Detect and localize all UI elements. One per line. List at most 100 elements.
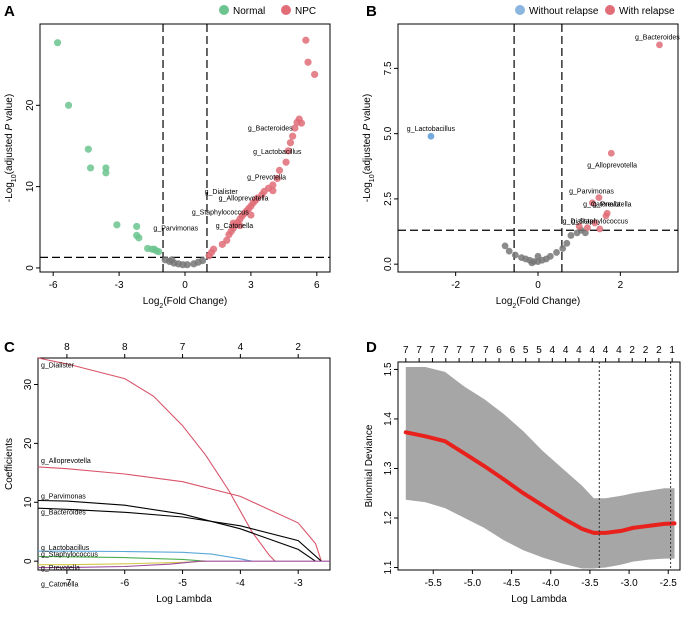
panel-c-ytick-label: 10 bbox=[23, 496, 34, 508]
panel-c: Cg_Dialister g_Alloprevotella g_Parvimonas… bbox=[4, 339, 331, 605]
panel-a-point bbox=[133, 222, 141, 231]
panel-a-point bbox=[282, 158, 290, 166]
panel-a-point bbox=[291, 124, 299, 132]
panel-d-top-tick-label: 4 bbox=[603, 345, 609, 356]
panel-b-gene-label: g_Dialister bbox=[563, 219, 597, 226]
panel-c-path-g-staphylococcus bbox=[37, 555, 206, 562]
panel-c-frame bbox=[37, 357, 331, 571]
panel-d-top-tick-label: 4 bbox=[616, 345, 622, 356]
panel-d-cv-curve bbox=[403, 430, 677, 535]
panel-d-top-tick-label: 5 bbox=[536, 345, 542, 356]
panel-a-legend-marker bbox=[219, 5, 229, 15]
panel-b-gene-label: g_Alloprevotella bbox=[587, 163, 637, 170]
panel-b-ytick-label: 2.5 bbox=[383, 192, 394, 206]
panel-d-ci-band bbox=[405, 367, 675, 569]
panel-d-xtick-label: -3.0 bbox=[620, 578, 638, 589]
panel-a-point bbox=[84, 145, 92, 153]
panel-a-xtick-label: 3 bbox=[248, 280, 254, 291]
panel-a-gene-label: g_Prevotella bbox=[247, 174, 286, 181]
panel-a-y-title: -Log10(adjusted P value) bbox=[4, 94, 18, 202]
panel-d-top-tick-label: 7 bbox=[430, 345, 436, 356]
panel-a-point bbox=[289, 132, 297, 140]
panel-b-gene-label: g_Staphylococcus bbox=[571, 219, 628, 226]
panel-c-path-g-dialister bbox=[37, 357, 276, 562]
panel-b-point bbox=[553, 249, 560, 256]
panel-b-point bbox=[511, 251, 519, 259]
panel-a-point bbox=[168, 256, 176, 264]
panel-a-gene-label: g_Parvimonas bbox=[153, 226, 198, 233]
panel-b-xtick-label: 2 bbox=[618, 280, 624, 291]
panel-b-point bbox=[656, 41, 663, 49]
panel-b-gene-label: g_Catonella bbox=[583, 202, 620, 209]
panel-a-gene-label: g_Dialister bbox=[205, 189, 239, 196]
panel-a-legend-label: NPC bbox=[295, 6, 316, 17]
panel-d-xtick-label: -5.5 bbox=[425, 578, 443, 589]
panel-d-top-tick-label: 4 bbox=[563, 345, 569, 356]
panel-d-ytick-label: 1.4 bbox=[383, 412, 394, 426]
panel-a-point bbox=[275, 166, 284, 174]
panel-d: D -5.5 -5.0 -4.5 -4.0 -3.5 -3.0 -2.5 1.1 1.2 1.3 1.… bbox=[364, 339, 681, 605]
panel-d-top-tick-label: 4 bbox=[550, 345, 556, 356]
panel-a-point bbox=[286, 139, 295, 147]
panel-d-top-tick-label: 7 bbox=[470, 345, 476, 356]
panel-b-letter: B bbox=[366, 3, 377, 20]
panel-c-ytick-label: 0 bbox=[23, 558, 34, 564]
panel-c-top-tick-label: 4 bbox=[238, 342, 244, 353]
panel-c-top-tick-label: 7 bbox=[180, 342, 186, 353]
panel-b-gene-label: g_Lactobacillus bbox=[407, 126, 456, 133]
panel-b-point bbox=[427, 132, 435, 140]
panel-c-top-tick-label: 8 bbox=[122, 342, 128, 353]
panel-d-y-title: Binomial Deviance bbox=[364, 424, 375, 507]
panel-b-point bbox=[591, 219, 599, 227]
panel-a-point bbox=[311, 70, 319, 79]
panel-a-gene-label: g_Catonella bbox=[216, 223, 253, 230]
panel-a-gene-label: g_Alloprevotella bbox=[219, 195, 269, 202]
panel-c-gene-label: g_Dialister bbox=[41, 363, 75, 370]
panel-d-top-tick-label: 7 bbox=[456, 345, 462, 356]
panel-a-ytick-label: 20 bbox=[25, 99, 36, 111]
panel-a-point bbox=[304, 58, 312, 66]
panel-b-legend-label: With relapse bbox=[619, 6, 675, 17]
panel-b-legend-marker bbox=[515, 5, 525, 15]
panel-d-ytick-label: 1.1 bbox=[383, 560, 394, 574]
panel-d-x-title: Log Lambda bbox=[511, 594, 567, 605]
panel-b-point bbox=[567, 232, 575, 239]
panel-d-xtick-label: -2.5 bbox=[660, 578, 678, 589]
panel-b-point bbox=[581, 229, 589, 237]
panel-b-point bbox=[563, 239, 571, 247]
panel-a-gene-label: g_Bacteroides bbox=[248, 126, 293, 133]
panel-a-letter: A bbox=[4, 3, 15, 20]
panel-c-path-g-lactobacillus bbox=[38, 550, 253, 562]
panel-c-y-title: Coefficients bbox=[4, 438, 15, 490]
panel-d-top-tick-label: 4 bbox=[576, 345, 582, 356]
panel-b-point bbox=[575, 222, 583, 230]
panel-b: Bg_Bacteroides g_Lactobacillus g_Alloprevo… bbox=[362, 3, 680, 310]
panel-a-xtick-label: 0 bbox=[182, 280, 188, 291]
panel-a-ytick-label: 10 bbox=[25, 181, 36, 193]
panel-a-ytick-label: 0 bbox=[25, 265, 36, 271]
panel-a-xtick-label: -6 bbox=[49, 280, 58, 291]
panel-a-point bbox=[269, 181, 277, 189]
panel-c-path-g-alloprevotella bbox=[37, 466, 322, 562]
panel-c-gene-label: g_Alloprevotella bbox=[41, 458, 91, 465]
panel-d-ytick-label: 1.2 bbox=[383, 511, 394, 525]
panel-d-xtick-label: -5.0 bbox=[464, 578, 482, 589]
panel-b-ytick-label: 0.0 bbox=[383, 257, 394, 271]
panel-b-x-title: Log2(Fold Change) bbox=[496, 296, 581, 310]
panel-c-xtick-label: -5 bbox=[178, 578, 187, 589]
panel-b-point bbox=[595, 194, 603, 202]
panel-b-point bbox=[607, 149, 615, 157]
panel-c-gene-label: g_Bacteroides bbox=[41, 509, 86, 516]
panel-b-point bbox=[528, 259, 536, 267]
panel-a-point bbox=[269, 187, 277, 195]
panel-b-point bbox=[602, 212, 610, 220]
panel-d-top-tick-label: 7 bbox=[416, 345, 422, 356]
panel-b-point bbox=[584, 224, 591, 232]
panel-b-legend-marker bbox=[605, 5, 615, 15]
panel-a-gene-label: g_Staphylococcus bbox=[192, 209, 249, 216]
panel-b-frame bbox=[397, 23, 679, 273]
panel-b-point bbox=[534, 252, 542, 260]
panel-a: Ag_Bacteroides g_Lactobacillus g_Prevotell… bbox=[4, 3, 331, 310]
panel-a-point bbox=[113, 221, 121, 229]
panel-b-ytick-label: 7.5 bbox=[383, 61, 394, 75]
